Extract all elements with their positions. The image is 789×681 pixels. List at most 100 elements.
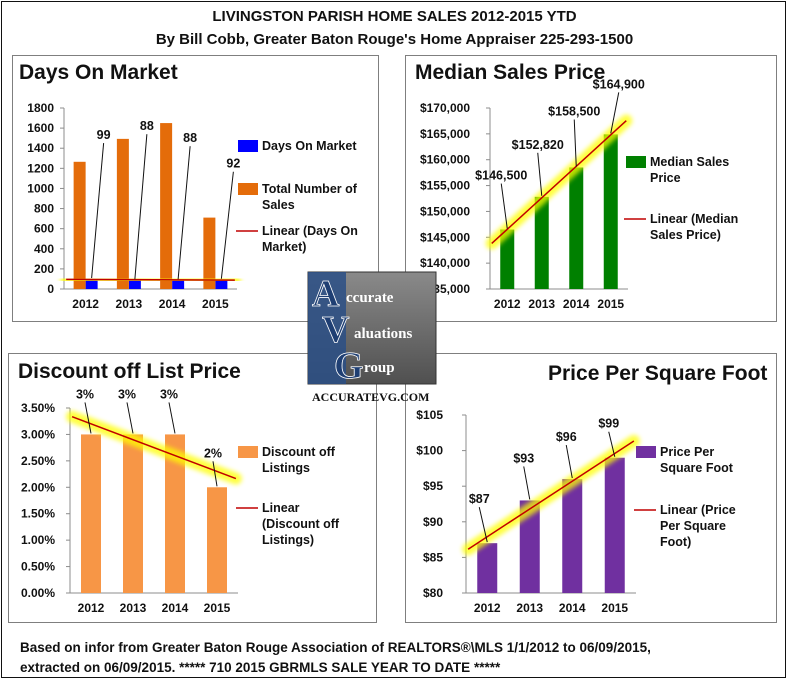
- median-leader-line: [573, 119, 577, 167]
- ppsf-leader-line: [523, 466, 531, 500]
- discount-x-tick-label: 2014: [162, 601, 189, 615]
- discount-legend-label: Listings): [262, 533, 314, 547]
- median-data-label: $164,900: [593, 77, 645, 91]
- median-legend-label: Median Sales: [650, 155, 729, 169]
- dom-y-tick-label: 200: [34, 262, 54, 276]
- dom-y-tick-label: 800: [34, 202, 54, 216]
- discount-trendline: [71, 416, 237, 480]
- discount-data-label: 3%: [118, 387, 136, 401]
- discount-y-tick-label: 2.50%: [21, 454, 55, 468]
- discount-bar-discount-off-listings: [123, 434, 143, 593]
- discount-x-tick-label: 2013: [120, 601, 147, 615]
- median-data-label: $146,500: [475, 169, 527, 183]
- median-bar-median-sales-price: [569, 167, 584, 289]
- ppsf-leader-line: [478, 507, 488, 543]
- median-bar-median-sales-price: [500, 229, 515, 289]
- median-x-tick-label: 2012: [494, 297, 521, 311]
- logo-letter-a: A: [312, 273, 340, 315]
- discount-y-tick-label: 3.00%: [21, 427, 55, 441]
- dom-legend-label: Sales: [262, 198, 295, 212]
- discount-bar-discount-off-listings: [165, 434, 185, 593]
- discount-y-tick-label: 3.50%: [21, 401, 55, 415]
- ppsf-x-tick-label: 2015: [601, 601, 628, 615]
- ppsf-panel: Price Per Square Foot: [405, 353, 777, 623]
- dom-x-tick-label: 2014: [159, 297, 186, 311]
- discount-x-tick-label: 2012: [78, 601, 105, 615]
- discount-y-tick-label: 1.00%: [21, 533, 55, 547]
- median-legend-label: Sales Price): [650, 228, 721, 242]
- ppsf-bar-price-per-square-foot: [562, 479, 583, 593]
- median-x-tick-label: 2014: [563, 297, 590, 311]
- dom-y-tick-label: 0: [47, 282, 54, 296]
- ppsf-legend-label: Linear (Price: [660, 503, 736, 517]
- dom-legend-swatch: [238, 140, 258, 152]
- median-y-tick-label: $160,000: [420, 153, 470, 167]
- dom-leader-line: [134, 134, 148, 280]
- logo-url: ACCURATEVG.COM: [312, 390, 429, 404]
- ppsf-trendline: [467, 440, 635, 550]
- logo-word-2: aluations: [354, 326, 413, 342]
- median-y-tick-label: $150,000: [420, 204, 470, 218]
- ppsf-legend-label: Square Foot: [660, 461, 734, 475]
- ppsf-legend-label: Price Per: [660, 445, 714, 459]
- page-title: LIVINGSTON PARISH HOME SALES 2012-2015 Y…: [212, 8, 577, 25]
- ppsf-x-tick-label: 2013: [516, 601, 543, 615]
- discount-bar-discount-off-listings: [81, 434, 101, 593]
- dom-bar-total-number-of-sales: [116, 138, 129, 289]
- discount-legend-label: Listings: [262, 461, 310, 475]
- ppsf-x-tick-label: 2014: [559, 601, 586, 615]
- discount-legend-label: (Discount off: [262, 517, 340, 531]
- median-legend-label: Linear (Median: [650, 212, 738, 226]
- dom-y-tick-label: 600: [34, 222, 54, 236]
- logo-word-3: roup: [364, 360, 395, 376]
- median-leader-line: [610, 92, 620, 134]
- discount-y-tick-label: 0.50%: [21, 560, 55, 574]
- dom-bar-total-number-of-sales: [203, 217, 216, 289]
- logo-letter-g: G: [334, 345, 364, 387]
- logo-letter-v: V: [322, 309, 350, 351]
- ppsf-y-tick-label: $85: [423, 550, 443, 564]
- median-price-panel: Median Sales Price: [405, 55, 777, 322]
- discount-y-tick-label: 1.50%: [21, 507, 55, 521]
- discount-y-tick-label: 0.00%: [21, 586, 55, 600]
- ppsf-legend-label: Foot): [660, 535, 691, 549]
- ppsf-y-tick-label: $90: [423, 515, 443, 529]
- dom-y-tick-label: 1000: [27, 181, 54, 195]
- ppsf-legend-swatch: [636, 446, 656, 458]
- dom-legend-label: Total Number of: [262, 182, 358, 196]
- discount-bar-discount-off-listings: [207, 487, 227, 593]
- median-x-tick-label: 2015: [597, 297, 624, 311]
- median-data-label: $152,820: [512, 138, 564, 152]
- discount-data-label: 3%: [76, 387, 94, 401]
- dom-trendline: [66, 278, 235, 281]
- ppsf-leader-line: [608, 431, 616, 457]
- dom-bar-total-number-of-sales: [160, 123, 173, 289]
- discount-data-label: 2%: [204, 446, 222, 460]
- ppsf-bar-price-per-square-foot: [604, 457, 625, 593]
- median-leader-line: [537, 152, 543, 196]
- median-y-tick-label: $140,000: [420, 256, 470, 270]
- median-y-tick-label: $170,000: [420, 101, 470, 115]
- dom-legend-label: Market): [262, 240, 306, 254]
- dom-leader-line: [220, 171, 234, 279]
- ppsf-x-tick-label: 2012: [474, 601, 501, 615]
- ppsf-data-label: $96: [556, 430, 577, 444]
- dom-y-tick-label: 1400: [27, 141, 54, 155]
- ppsf-y-tick-label: $80: [423, 586, 443, 600]
- dom-data-label: 88: [140, 119, 154, 133]
- median-y-tick-label: $165,000: [420, 127, 470, 141]
- median-bar-median-sales-price: [534, 196, 549, 289]
- discount-legend-swatch: [238, 446, 258, 458]
- median-legend-label: Price: [650, 171, 681, 185]
- dom-data-label: 92: [226, 157, 240, 171]
- median-trendline: [491, 120, 627, 245]
- ppsf-data-label: $87: [469, 492, 490, 506]
- dom-leader-line: [91, 143, 105, 279]
- days-on-market-title: Days On Market: [19, 61, 178, 84]
- ppsf-y-tick-label: $95: [423, 479, 443, 493]
- discount-data-label: 3%: [160, 387, 178, 401]
- discount-x-tick-label: 2015: [204, 601, 231, 615]
- dom-leader-line: [177, 146, 191, 280]
- median-bar-median-sales-price: [603, 134, 618, 289]
- ppsf-y-tick-label: $105: [416, 408, 443, 422]
